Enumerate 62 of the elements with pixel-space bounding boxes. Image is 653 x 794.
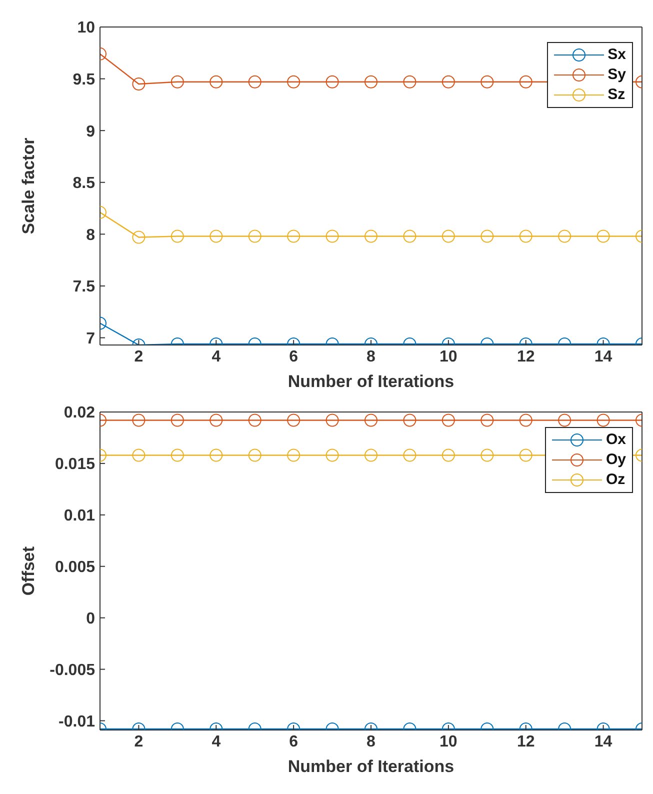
y-axis-title: Offset: [19, 546, 38, 596]
point: [210, 414, 223, 427]
y-tick-label: 8: [86, 226, 96, 244]
x-tick-label: 2: [134, 348, 144, 366]
point: [480, 414, 494, 427]
point: [519, 414, 532, 427]
point: [248, 414, 262, 427]
y-tick-label: 7.5: [72, 278, 96, 296]
point: [364, 414, 378, 427]
point: [480, 448, 494, 462]
legend-label: Oy: [606, 450, 626, 470]
point: [287, 414, 300, 427]
point: [287, 448, 300, 462]
legend-label: Sy: [608, 65, 626, 85]
x-tick-label: 14: [594, 733, 612, 750]
y-tick-label: 9: [86, 123, 96, 140]
x-tick-label: 14: [594, 348, 612, 366]
y-tick-label: 10: [77, 20, 96, 37]
x-axis-title: Number of Iterations: [288, 757, 454, 776]
point: [210, 448, 223, 462]
y-tick-label: 0: [86, 610, 96, 628]
point: [596, 414, 610, 427]
y-axis-title: Scale factor: [19, 137, 38, 234]
point: [326, 448, 339, 462]
y-tick-label: 7: [86, 330, 96, 348]
point: [132, 448, 146, 462]
x-tick-label: 10: [440, 348, 458, 366]
point: [403, 448, 416, 462]
y-tick-label: 0.005: [54, 559, 96, 576]
x-tick-label: 8: [366, 348, 376, 366]
point: [170, 414, 184, 427]
y-tick-label: -0.005: [50, 662, 96, 679]
x-axis-title: Number of Iterations: [288, 372, 454, 392]
x-tick-label: 4: [212, 348, 221, 366]
y-tick-label: 9.5: [72, 71, 96, 88]
point: [519, 448, 532, 462]
x-tick-label: 12: [516, 733, 535, 750]
point: [326, 414, 339, 427]
y-tick-label: 0.02: [64, 404, 96, 422]
y-tick-label: 8.5: [72, 175, 96, 192]
legend-label: Oz: [606, 470, 626, 490]
y-tick-label: -0.01: [58, 713, 96, 730]
point: [170, 448, 184, 462]
x-tick-label: 6: [289, 348, 298, 366]
point: [442, 414, 455, 427]
point: [132, 414, 146, 427]
point: [248, 448, 262, 462]
x-tick-label: 10: [440, 733, 458, 750]
point: [442, 448, 455, 462]
x-tick-label: 6: [289, 733, 298, 750]
y-tick-label: 0.015: [54, 456, 96, 474]
x-tick-label: 12: [516, 348, 535, 366]
x-tick-label: 4: [212, 733, 221, 750]
x-tick-label: 8: [366, 733, 376, 750]
x-tick-label: 2: [134, 733, 144, 750]
legend-label: Sz: [608, 85, 626, 105]
point: [364, 448, 378, 462]
legend-label: Ox: [606, 430, 626, 450]
y-tick-label: 0.01: [64, 508, 96, 525]
point: [558, 414, 572, 427]
point: [403, 414, 416, 427]
legend-label: Sx: [608, 45, 626, 65]
